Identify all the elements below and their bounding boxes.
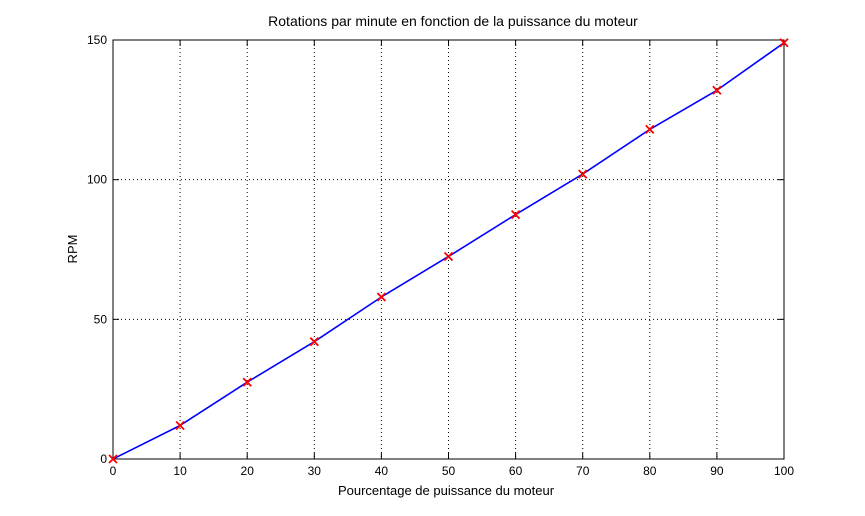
- x-tick-label: 80: [643, 464, 657, 478]
- data-point-marker: [175, 420, 185, 431]
- x-tick-label: 20: [241, 464, 255, 478]
- data-series: [108, 38, 789, 464]
- x-tick-label: 30: [308, 464, 322, 478]
- axis-ticks: 0 10 20 30 40 50 60 70 80 90 100 0 50 100 150: [87, 33, 794, 478]
- x-tick-label: 90: [710, 464, 724, 478]
- y-tick-label: 0: [100, 452, 107, 466]
- y-tick-label: 100: [87, 173, 107, 187]
- data-point-marker: [645, 124, 655, 135]
- y-axis-title: RPM: [65, 235, 80, 264]
- data-point-marker: [779, 38, 789, 48]
- x-tick-label: 60: [509, 464, 523, 478]
- chart-title: Rotations par minute en fonction de la p…: [268, 13, 638, 29]
- y-tick-label: 50: [94, 312, 108, 326]
- data-point-marker: [510, 209, 521, 220]
- x-axis-title: Pourcentage de puissance du moteur: [338, 483, 555, 498]
- x-tick-label: 100: [774, 464, 794, 478]
- x-tick-label: 70: [576, 464, 590, 478]
- data-point-marker: [242, 377, 252, 387]
- data-point-marker: [578, 169, 588, 179]
- data-point-marker: [443, 251, 454, 262]
- x-tick-label: 50: [442, 464, 456, 478]
- data-point-marker: [376, 292, 387, 302]
- y-tick-label: 150: [87, 33, 107, 47]
- data-point-marker: [712, 85, 722, 95]
- data-point-marker: [309, 337, 319, 347]
- x-tick-label: 10: [173, 464, 187, 478]
- x-tick-label: 40: [375, 464, 389, 478]
- x-tick-label: 0: [110, 464, 117, 478]
- data-point-marker: [108, 454, 118, 464]
